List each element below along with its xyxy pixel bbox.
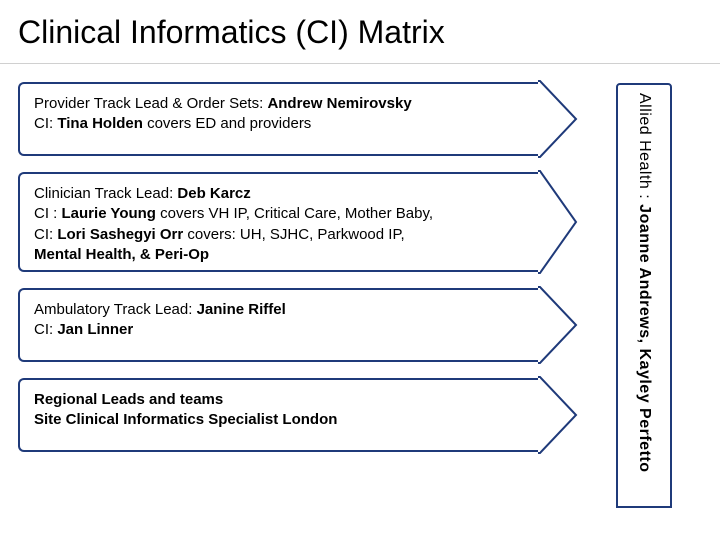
allied-health-prefix: Allied Health : (636, 93, 653, 204)
track-box-body-3: Regional Leads and teamsSite Clinical In… (18, 378, 540, 452)
track-box-2-line-1: CI: Jan Linner (34, 320, 526, 340)
track-box-1: Clinician Track Lead: Deb KarczCI : Laur… (18, 172, 578, 272)
track-box-0-line-1: CI: Tina Holden covers ED and providers (34, 114, 526, 134)
matrix-content: Provider Track Lead & Order Sets: Andrew… (0, 64, 720, 452)
arrow-head-icon (540, 378, 578, 452)
track-box-1-line-1: CI : Laurie Young covers VH IP, Critical… (34, 204, 526, 224)
arrow-head-icon (540, 82, 578, 156)
track-box-body-0: Provider Track Lead & Order Sets: Andrew… (18, 82, 540, 156)
track-box-2: Ambulatory Track Lead: Janine RiffelCI: … (18, 288, 578, 362)
allied-health-label: Allied Health : Joanne Andrews, Kayley P… (635, 93, 653, 473)
track-box-body-1: Clinician Track Lead: Deb KarczCI : Laur… (18, 172, 540, 272)
track-box-1-line-3: Mental Health, & Peri-Op (34, 245, 526, 265)
track-box-3: Regional Leads and teamsSite Clinical In… (18, 378, 578, 452)
arrow-head-icon (540, 288, 578, 362)
arrow-head-icon (540, 172, 578, 272)
track-box-3-line-0: Regional Leads and teams (34, 390, 526, 410)
track-box-body-2: Ambulatory Track Lead: Janine RiffelCI: … (18, 288, 540, 362)
allied-health-names: Joanne Andrews, Kayley Perfetto (636, 204, 653, 472)
page-title: Clinical Informatics (CI) Matrix (0, 0, 720, 64)
track-box-2-line-0: Ambulatory Track Lead: Janine Riffel (34, 300, 526, 320)
track-box-0-line-0: Provider Track Lead & Order Sets: Andrew… (34, 94, 526, 114)
track-box-3-line-1: Site Clinical Informatics Specialist Lon… (34, 410, 526, 430)
track-box-1-line-2: CI: Lori Sashegyi Orr covers: UH, SJHC, … (34, 225, 526, 245)
allied-health-box: Allied Health : Joanne Andrews, Kayley P… (616, 83, 672, 508)
track-box-1-line-0: Clinician Track Lead: Deb Karcz (34, 184, 526, 204)
track-box-0: Provider Track Lead & Order Sets: Andrew… (18, 82, 578, 156)
